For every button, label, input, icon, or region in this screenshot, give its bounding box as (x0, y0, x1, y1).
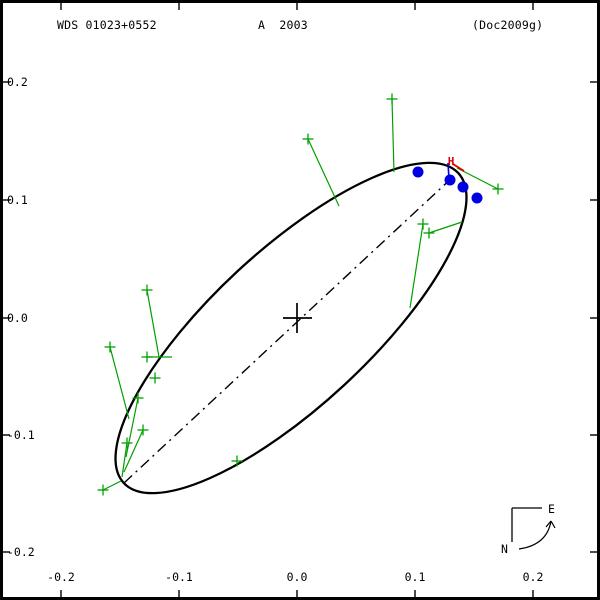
orbit-reference: (Doc2009g) (472, 18, 544, 32)
measure-oc-line (456, 167, 499, 190)
measure-oc-line (391, 98, 395, 173)
measure-oc-line (123, 429, 144, 473)
hipparcos-label: H (448, 155, 455, 168)
x-tick-label: 0.1 (405, 570, 426, 584)
epoch-label: A 2003 (258, 18, 308, 32)
x-tick-label: 0.0 (287, 570, 308, 584)
measure-oc-line (109, 346, 130, 420)
measure-oc-line (307, 138, 340, 207)
compass-e-label: E (548, 502, 555, 516)
measure-oc-line (146, 289, 160, 358)
interferometric-point (471, 192, 483, 204)
compass-arrowhead-icon (550, 520, 556, 529)
wds-identifier: WDS 01023+0552 (57, 18, 157, 32)
measure-oc-line (409, 223, 424, 309)
compass-arrowhead-icon (545, 520, 552, 528)
y-tick-label: 0.1 (7, 193, 28, 207)
interferometric-point (412, 166, 424, 178)
interferometric-point (457, 181, 469, 193)
measure-oc-line (121, 442, 128, 478)
interferometric-point (444, 174, 456, 186)
y-tick-label: -0.1 (7, 428, 35, 442)
measure-oc-line (125, 397, 139, 458)
orbit-ellipse (114, 161, 468, 495)
y-tick-label: -0.2 (7, 545, 35, 559)
hipparcos-oc-line (452, 163, 465, 172)
x-tick-label: 0.2 (523, 570, 544, 584)
x-tick-label: -0.2 (47, 570, 75, 584)
compass-n-label: N (501, 542, 508, 556)
measure-oc-line (102, 480, 122, 491)
y-tick-label: 0.0 (7, 311, 28, 325)
apsides-line (123, 174, 456, 484)
y-tick-label: 0.2 (7, 75, 28, 89)
compass-motion-arrow (518, 520, 552, 550)
measure-oc-line (428, 221, 463, 234)
x-tick-label: -0.1 (165, 570, 193, 584)
